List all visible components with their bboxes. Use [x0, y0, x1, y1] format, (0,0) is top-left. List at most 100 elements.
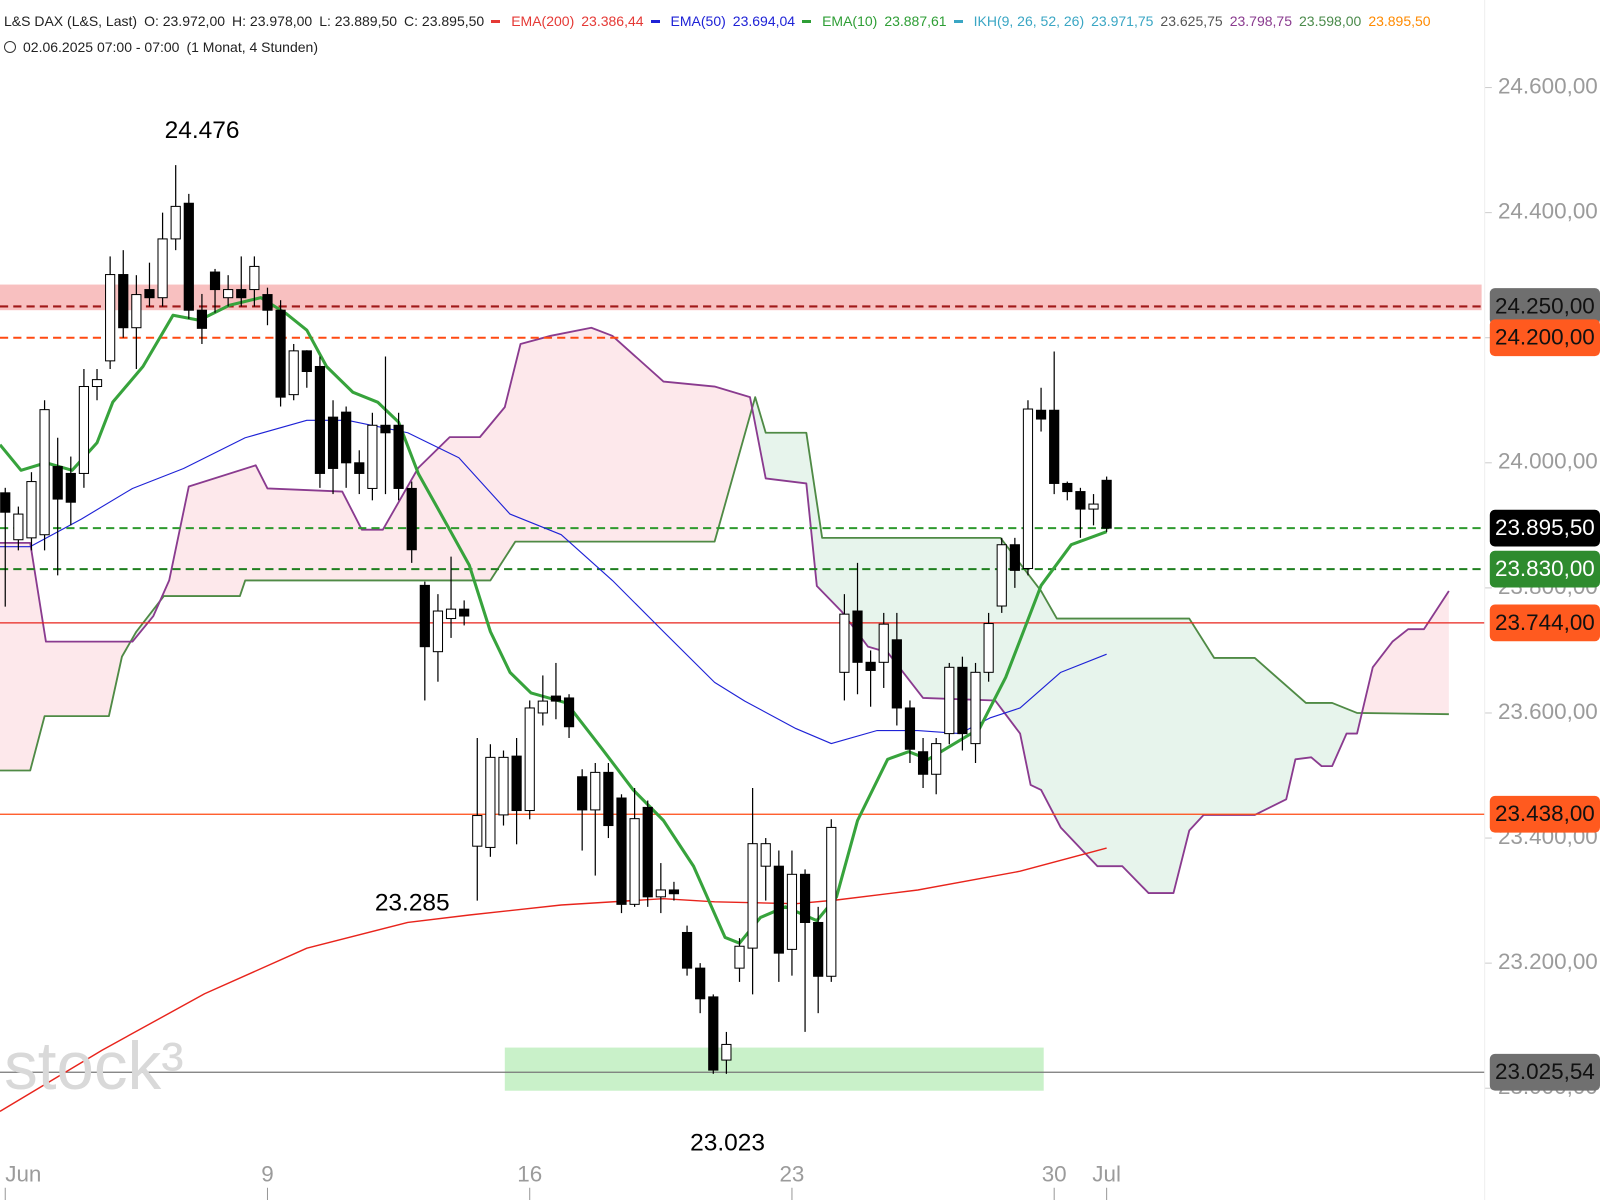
ohlc-value: O: 23.972,00 [144, 13, 226, 29]
candle-body [629, 818, 640, 905]
candle-body [39, 409, 50, 536]
candle-body [734, 945, 745, 969]
legend-value: 23.625,75 [1160, 13, 1223, 29]
candle-body [183, 202, 194, 311]
legend-name: EMA(200) [511, 13, 575, 29]
candle-body [380, 424, 391, 434]
annotation: 24.476 [165, 117, 240, 144]
y-tick-label: 24.400,00 [1498, 199, 1598, 224]
candle-body [760, 843, 771, 867]
price-badge [1489, 288, 1600, 325]
candle-body [878, 623, 889, 663]
candle-body [52, 466, 63, 500]
candle-body [668, 889, 680, 895]
candle-body [354, 462, 365, 474]
candle-body [721, 1043, 732, 1061]
candle-body [904, 707, 916, 750]
candle-body [91, 379, 103, 388]
x-tick-label: Jun [5, 1161, 41, 1186]
candle-body [1022, 408, 1034, 570]
candle-body [26, 481, 37, 539]
price-badge [1489, 319, 1600, 357]
candle-body [813, 921, 824, 977]
candle-body [301, 350, 312, 373]
candle-body [695, 967, 706, 1000]
candle-body [1075, 491, 1086, 510]
candle-body [957, 666, 968, 735]
price-badge-label: 23.025,54 [1495, 1059, 1595, 1084]
candle-body [826, 826, 837, 977]
legend-item: IKH(9, 26, 52, 26) 23.971,75 23.625,75 23.7… [953, 8, 1431, 34]
ohlc-value: L: 23.889,50 [319, 13, 398, 29]
candle-body [996, 544, 1007, 607]
symbol: L&S DAX (L&S, Last) [4, 13, 138, 29]
legend-item: EMA(50) 23.694,04 [650, 8, 796, 34]
candle-body [459, 608, 470, 617]
candle-body [341, 411, 352, 464]
candle-body [445, 608, 457, 620]
ohlc-value: C: 23.895,50 [404, 13, 485, 29]
legend-item: EMA(200) 23.386,44 [491, 8, 644, 34]
candle-body [524, 707, 535, 812]
candle-body [642, 806, 653, 898]
candle-body [144, 289, 155, 299]
price-badge-label: 24.200,00 [1495, 325, 1595, 350]
candle-body [314, 365, 326, 474]
candle-body [799, 873, 811, 923]
candle-body [498, 756, 509, 816]
candle-body [393, 424, 404, 489]
candle-body [118, 274, 129, 329]
price-badge-label: 23.895,50 [1495, 515, 1595, 540]
candle-body [485, 756, 496, 848]
candle-body [773, 865, 784, 954]
candle-body [931, 743, 942, 775]
candle-body [432, 610, 444, 653]
candle-body [852, 610, 863, 663]
cloud-line [0, 396, 1449, 772]
header-row: 02.06.2025 07:00 - 07:00 (1 Monat, 4 Stu… [4, 34, 1431, 60]
candle-body [1035, 409, 1047, 420]
candle-body [367, 424, 378, 489]
cloud-fill [1362, 591, 1449, 715]
legend-value: 23.694,04 [732, 13, 796, 29]
legend-value: 23.598,00 [1299, 13, 1362, 29]
candle-body [917, 751, 929, 775]
legend-name: IKH(9, 26, 52, 26) [973, 13, 1085, 29]
zone [504, 1047, 1044, 1091]
price-badge-label: 24.250,00 [1495, 293, 1595, 318]
legend-marker [953, 19, 963, 23]
candle-body [327, 416, 339, 469]
legend-value: 23.386,44 [581, 13, 644, 29]
candle-body [13, 513, 24, 541]
candle-body [406, 487, 417, 551]
candle-body [839, 613, 850, 673]
candle-body [105, 274, 116, 362]
candle-body [970, 671, 981, 745]
ohlc-value: H: 23.978,00 [232, 13, 313, 29]
candle-body [550, 695, 562, 702]
date-range: 02.06.2025 07:00 - 07:00 [23, 39, 180, 55]
annotation: 23.023 [690, 1129, 765, 1156]
candle-body [983, 623, 994, 673]
candle-body [511, 755, 522, 812]
cloud-fill [0, 542, 132, 771]
candle-body [223, 289, 234, 299]
candle-body [655, 889, 666, 898]
x-tick-label: 16 [517, 1161, 542, 1186]
candle-body [1049, 409, 1060, 484]
x-tick-label: 23 [779, 1161, 804, 1186]
price-badge [1489, 509, 1600, 547]
candle-body [131, 294, 142, 329]
price-badge-label: 23.744,00 [1495, 610, 1595, 635]
candle-body [786, 873, 798, 950]
watermark: stock³ [4, 1029, 184, 1104]
candle-body [537, 700, 548, 714]
legend-item: EMA(10) 23.887,61 [802, 8, 947, 34]
candle-body [249, 265, 260, 291]
candle-body [78, 385, 90, 474]
x-tick-label: 30 [1042, 1161, 1067, 1186]
clock-icon [4, 41, 16, 53]
candle-body [170, 205, 181, 240]
